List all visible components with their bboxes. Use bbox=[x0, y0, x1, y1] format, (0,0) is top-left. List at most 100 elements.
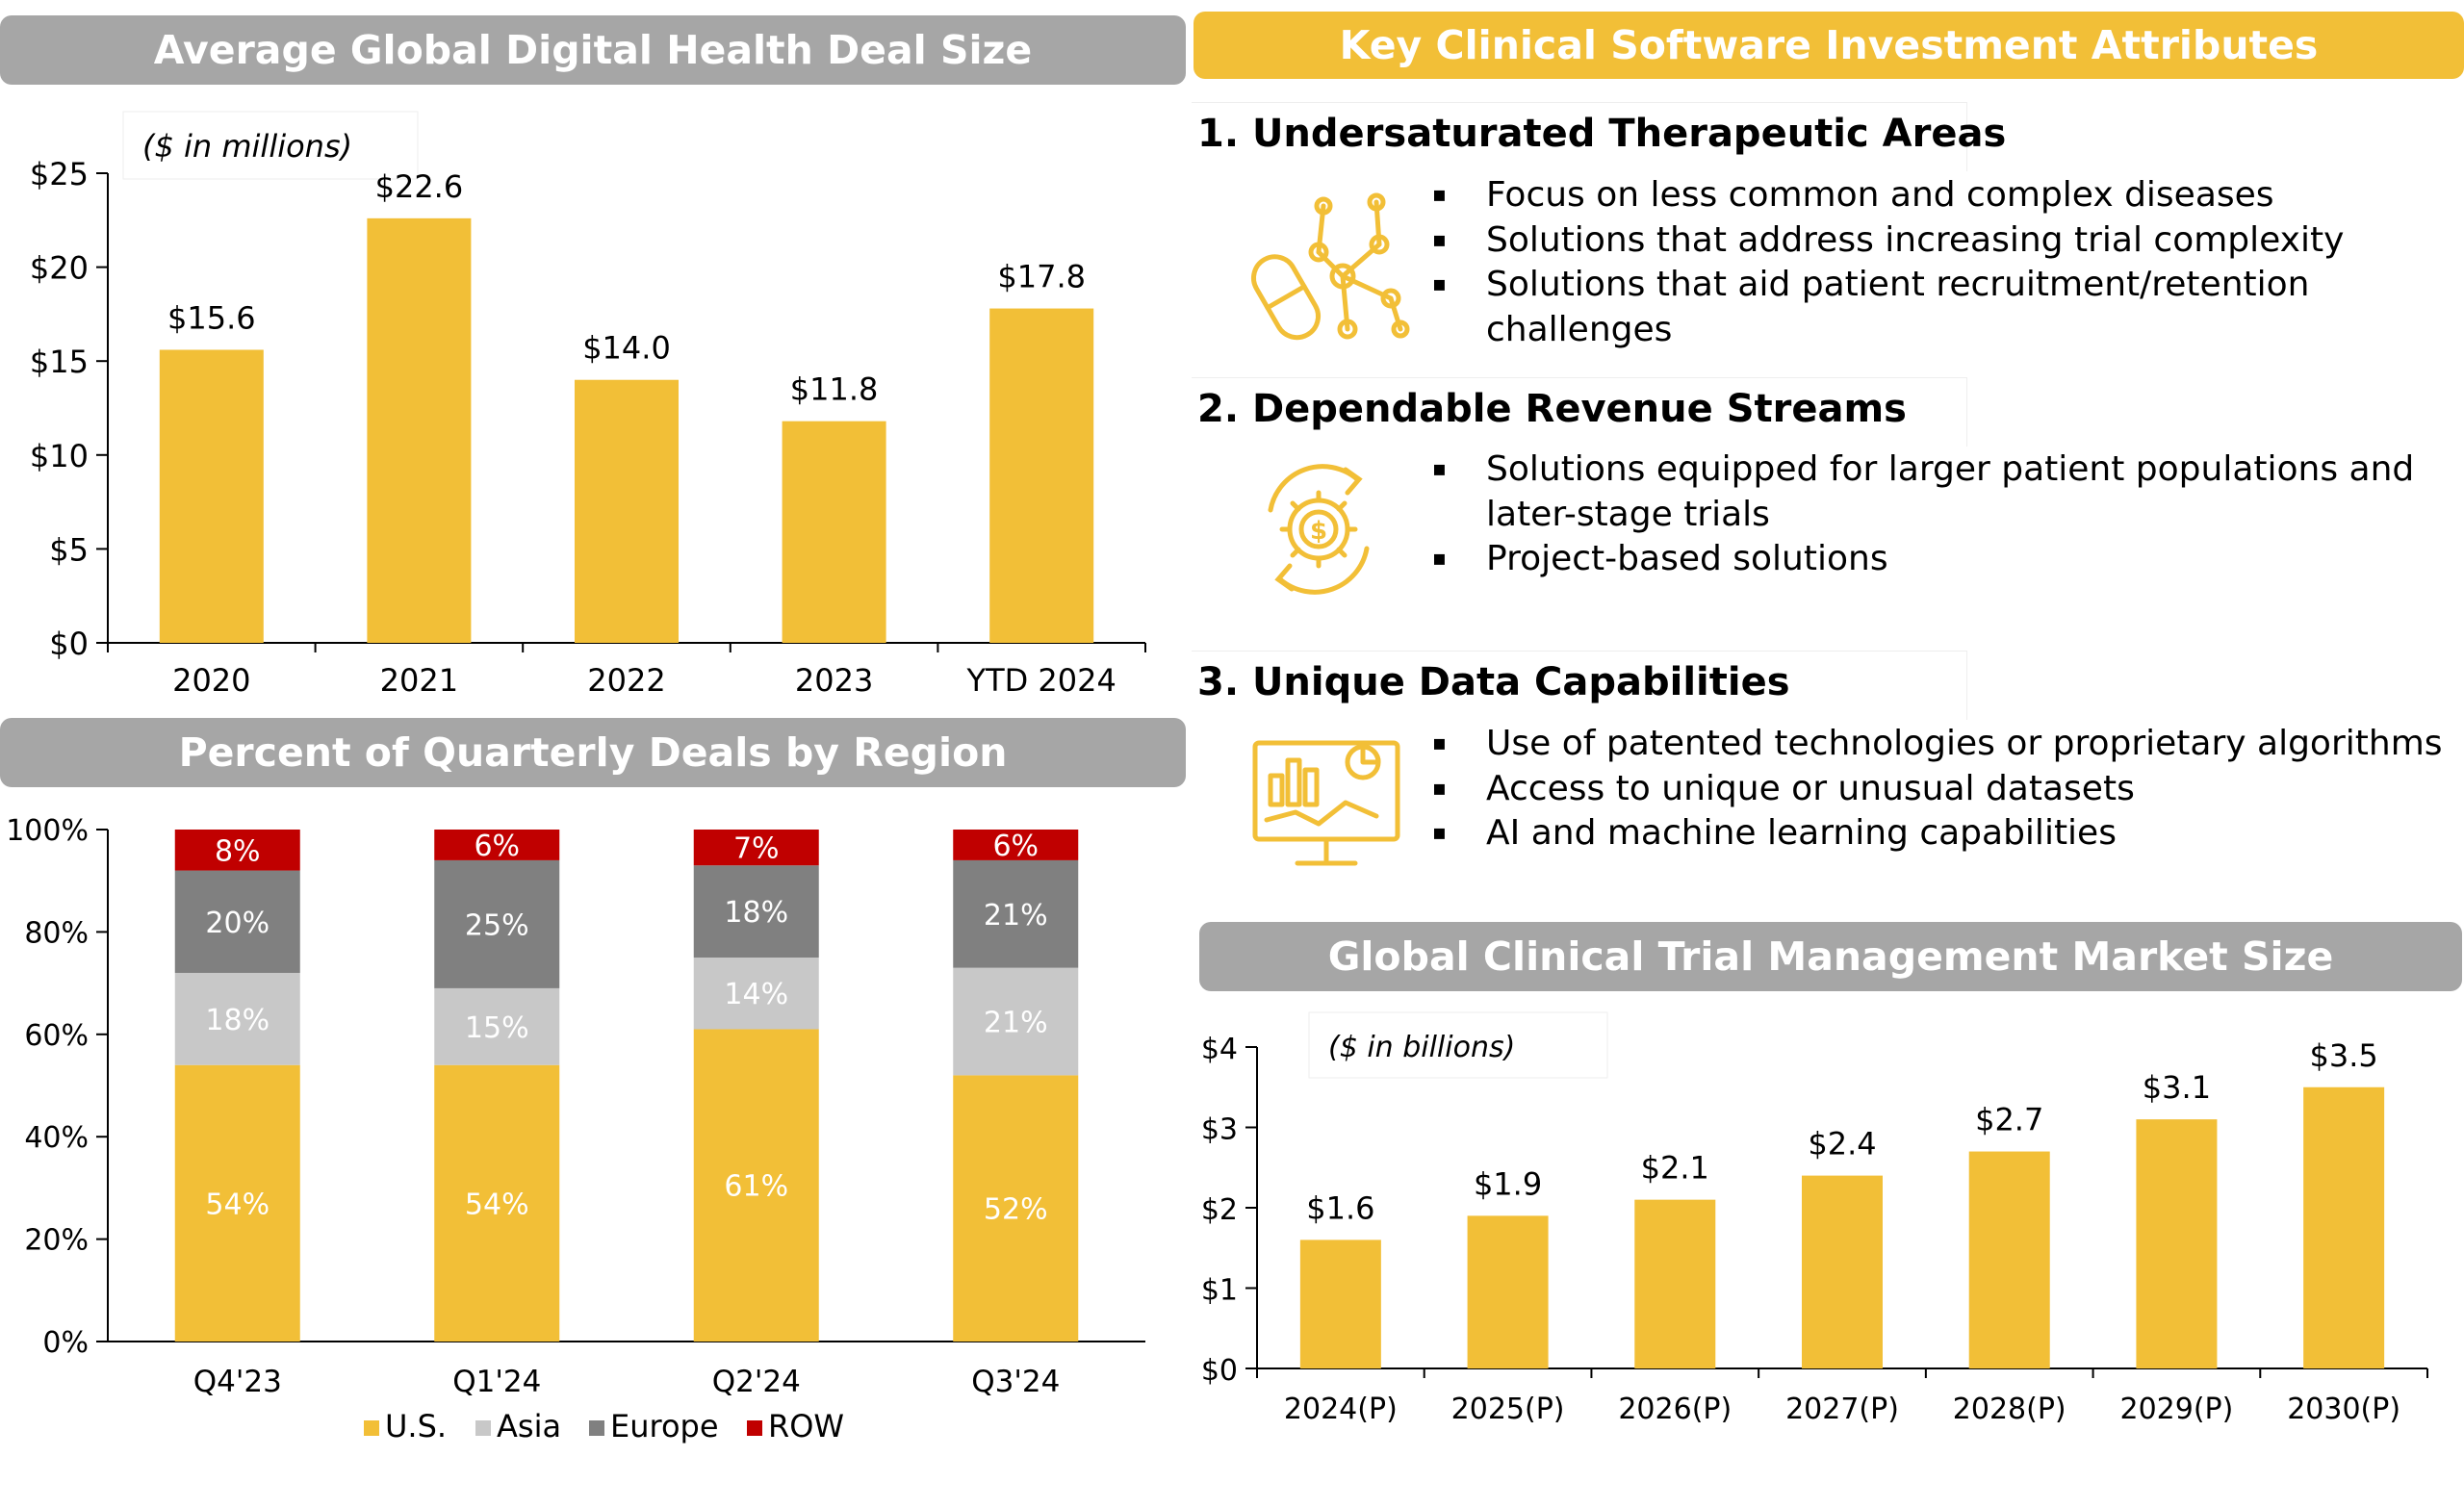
bar bbox=[989, 308, 1094, 643]
attributes-title-banner: Key Clinical Software Investment Attribu… bbox=[1194, 12, 2464, 79]
legend-label: Europe bbox=[610, 1408, 719, 1444]
segment-value-label: 6% bbox=[992, 830, 1039, 863]
y-tick-label: $1 bbox=[1201, 1274, 1238, 1308]
bar-value-label: $3.5 bbox=[2310, 1037, 2378, 1074]
market-title: Global Clinical Trial Management Market … bbox=[1327, 933, 2334, 980]
bar bbox=[575, 379, 679, 643]
y-tick-label: 40% bbox=[24, 1121, 89, 1155]
legend-item: Europe bbox=[589, 1408, 719, 1444]
bar bbox=[782, 421, 886, 643]
bar-value-label: $2.7 bbox=[1975, 1102, 2043, 1138]
bar-value-label: $3.1 bbox=[2143, 1069, 2211, 1106]
legend-item: ROW bbox=[747, 1408, 844, 1444]
bullet-item: AI and machine learning capabilities bbox=[1432, 811, 2464, 856]
unit-note-box bbox=[1308, 1011, 1608, 1079]
svg-text:$: $ bbox=[1310, 517, 1327, 546]
bar bbox=[1968, 1151, 2050, 1368]
legend-label: U.S. bbox=[385, 1408, 447, 1444]
legend-label: ROW bbox=[768, 1408, 844, 1444]
x-category-label: 2029(P) bbox=[2119, 1393, 2233, 1426]
bar bbox=[1802, 1175, 1883, 1368]
x-category-label: 2028(P) bbox=[1953, 1393, 2066, 1426]
y-tick-label: $5 bbox=[49, 531, 89, 568]
region-title: Percent of Quarterly Deals by Region bbox=[178, 729, 1008, 776]
unit-note: ($ in millions) bbox=[122, 111, 419, 180]
segment-value-label: 7% bbox=[733, 832, 780, 866]
x-category-label: 2023 bbox=[795, 662, 873, 699]
bar bbox=[367, 217, 472, 643]
deal-size-title: Average Global Digital Health Deal Size bbox=[153, 27, 1033, 73]
bar-value-label: $14.0 bbox=[582, 330, 671, 367]
segment-value-label: 54% bbox=[205, 1188, 270, 1221]
y-tick-label: $25 bbox=[30, 156, 89, 192]
section-heading: 1. Undersaturated Therapeutic Areas bbox=[1197, 112, 2007, 156]
x-category-label: 2026(P) bbox=[1618, 1393, 1732, 1426]
stack-segment-europe bbox=[693, 865, 819, 958]
segment-value-label: 54% bbox=[465, 1188, 529, 1221]
stack-segment-us bbox=[174, 1064, 300, 1342]
x-category-label: 2022 bbox=[587, 662, 665, 699]
gear-dollar-cycle-icon: $ bbox=[1268, 464, 1370, 595]
stack-segment-us bbox=[434, 1064, 560, 1342]
stack-segment-asia bbox=[953, 967, 1079, 1076]
bar bbox=[1467, 1215, 1549, 1368]
legend-item: U.S. bbox=[364, 1408, 447, 1444]
legend-item: Asia bbox=[475, 1408, 561, 1444]
y-tick-label: $15 bbox=[30, 344, 89, 380]
segment-value-label: 18% bbox=[724, 896, 788, 930]
bullet-item: Solutions that address increasing trial … bbox=[1432, 218, 2443, 264]
x-category-label: 2025(P) bbox=[1451, 1393, 1565, 1426]
y-tick-label: $20 bbox=[30, 250, 89, 287]
segment-value-label: 25% bbox=[465, 908, 529, 942]
legend: U.S. Asia Europe ROW bbox=[364, 1408, 844, 1444]
segment-value-label: 61% bbox=[724, 1170, 788, 1204]
x-category-label: Q1'24 bbox=[452, 1365, 541, 1399]
y-tick-label: 80% bbox=[24, 916, 89, 950]
bar bbox=[2136, 1119, 2218, 1368]
stack-segment-row bbox=[693, 830, 819, 866]
y-tick-label: 60% bbox=[24, 1019, 89, 1053]
legend-swatch bbox=[364, 1420, 379, 1436]
y-tick-label: $0 bbox=[49, 626, 89, 662]
x-category-label: YTD 2024 bbox=[966, 662, 1116, 699]
stack-segment-europe bbox=[434, 859, 560, 988]
y-tick-label: $3 bbox=[1201, 1113, 1238, 1147]
bullet-item: Project-based solutions bbox=[1432, 537, 2464, 582]
x-category-label: 2021 bbox=[380, 662, 458, 699]
y-tick-label: 0% bbox=[42, 1326, 89, 1360]
bar-value-label: $17.8 bbox=[997, 259, 1086, 295]
stack-segment-europe bbox=[174, 870, 300, 973]
stack-segment-europe bbox=[953, 859, 1079, 968]
y-tick-label: 100% bbox=[6, 814, 89, 848]
legend-swatch bbox=[747, 1420, 762, 1436]
bar bbox=[2303, 1086, 2385, 1368]
segment-value-label: 52% bbox=[984, 1193, 1048, 1227]
stack-segment-us bbox=[693, 1029, 819, 1342]
x-category-label: Q4'23 bbox=[193, 1365, 282, 1399]
unit-note-text: ($ in billions) bbox=[1328, 1031, 1515, 1064]
section-heading: 2. Dependable Revenue Streams bbox=[1197, 387, 1907, 431]
segment-value-label: 20% bbox=[205, 907, 270, 940]
bar-value-label: $2.4 bbox=[1808, 1126, 1876, 1163]
segment-value-label: 14% bbox=[724, 978, 788, 1011]
x-category-label: 2024(P) bbox=[1284, 1393, 1398, 1426]
segment-value-label: 6% bbox=[474, 830, 520, 863]
bar bbox=[1299, 1240, 1381, 1368]
y-tick-label: $10 bbox=[30, 438, 89, 474]
segment-value-label: 15% bbox=[465, 1011, 529, 1045]
market-title-banner: Global Clinical Trial Management Market … bbox=[1199, 922, 2462, 991]
y-tick-label: 20% bbox=[24, 1224, 89, 1258]
bar-value-label: $22.6 bbox=[375, 168, 464, 205]
section-title-box bbox=[1192, 651, 1967, 720]
stack-segment-asia bbox=[434, 987, 560, 1065]
bar-value-label: $2.1 bbox=[1641, 1150, 1709, 1187]
section-title-box bbox=[1192, 102, 1967, 171]
y-tick-label: $2 bbox=[1201, 1193, 1238, 1227]
region-title-banner: Percent of Quarterly Deals by Region bbox=[0, 718, 1186, 787]
bullet-item: Solutions equipped for larger patient po… bbox=[1432, 447, 2464, 537]
x-category-label: 2030(P) bbox=[2287, 1393, 2400, 1426]
segment-value-label: 8% bbox=[215, 834, 261, 868]
stack-segment-asia bbox=[174, 972, 300, 1065]
attributes-title: Key Clinical Software Investment Attribu… bbox=[1339, 22, 2319, 68]
deal-size-chart: ($ in millions) $0 $5 $10 $15 $20 $25 $15.6 2020… bbox=[30, 111, 1146, 699]
